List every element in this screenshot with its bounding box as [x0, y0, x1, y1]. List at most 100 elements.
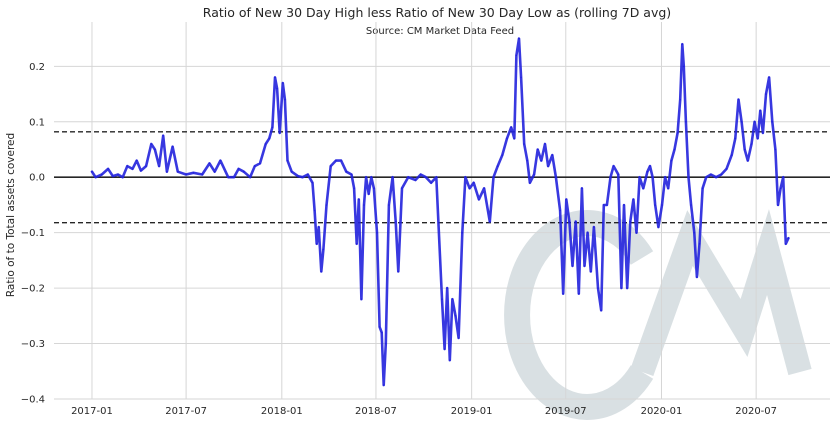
data-point — [382, 384, 385, 386]
data-point — [335, 159, 337, 162]
data-point — [435, 176, 438, 178]
data-point — [693, 231, 696, 234]
data-point — [642, 187, 645, 190]
data-point — [734, 137, 737, 140]
data-point — [720, 173, 723, 176]
x-tick-label: 2017-07 — [165, 406, 207, 417]
data-point — [451, 298, 454, 301]
data-point — [777, 204, 779, 206]
data-point — [274, 76, 276, 79]
data-point — [568, 220, 571, 223]
data-point — [562, 292, 564, 295]
data-point — [419, 173, 422, 176]
cm-watermark-logo — [504, 209, 812, 420]
data-point — [705, 176, 707, 178]
data-point — [311, 182, 314, 184]
data-point — [414, 179, 417, 181]
data-point — [227, 176, 229, 178]
x-tick-label: 2020-07 — [735, 406, 777, 417]
y-tick-label: −0.2 — [21, 284, 45, 295]
chart-title: Ratio of New 30 Day High less Ratio of N… — [203, 5, 671, 20]
data-point — [441, 298, 443, 301]
data-point — [690, 204, 692, 206]
data-point — [533, 173, 535, 176]
data-point — [177, 170, 179, 173]
data-point — [626, 287, 628, 289]
data-point — [320, 270, 323, 273]
data-point — [301, 176, 304, 178]
data-point — [297, 175, 299, 177]
data-point — [578, 292, 580, 295]
data-point — [635, 231, 638, 234]
data-point — [510, 126, 512, 129]
data-point — [140, 169, 142, 172]
data-point — [145, 165, 147, 167]
data-point — [670, 159, 673, 162]
data-point — [559, 209, 561, 212]
data-point — [518, 37, 520, 40]
data-point — [112, 175, 114, 177]
data-point — [307, 173, 309, 176]
data-point — [515, 54, 518, 57]
x-tick-labels: 2017-01 2017-07 2018-01 2018-07 2019-01 2019-… — [71, 406, 777, 417]
data-point — [756, 137, 759, 140]
data-point — [654, 204, 656, 206]
data-point — [472, 182, 475, 184]
data-point — [358, 198, 360, 201]
data-point — [623, 204, 625, 206]
data-point — [353, 187, 355, 190]
y-tick-label: −0.4 — [21, 395, 45, 406]
data-point — [121, 176, 124, 178]
data-point — [397, 270, 400, 273]
data-point — [425, 176, 427, 178]
reference-lines — [54, 131, 830, 224]
data-point — [747, 159, 749, 162]
data-point — [350, 173, 353, 176]
data-point — [687, 176, 690, 178]
data-point — [367, 193, 370, 195]
x-tick-label: 2019-07 — [545, 406, 587, 417]
data-point — [355, 243, 358, 245]
data-point — [603, 204, 605, 206]
data-point — [317, 226, 320, 228]
data-point — [617, 173, 620, 176]
data-point — [710, 173, 712, 176]
data-point — [681, 43, 684, 45]
data-point — [378, 326, 381, 328]
data-point — [520, 76, 522, 79]
data-point — [526, 159, 529, 162]
data-point — [513, 137, 516, 140]
data-point — [449, 359, 451, 362]
data-point — [166, 170, 168, 173]
data-point — [237, 168, 240, 170]
data-point — [638, 176, 641, 178]
data-point — [581, 187, 583, 190]
data-point — [661, 204, 663, 206]
data-point — [785, 243, 787, 245]
data-point — [135, 159, 138, 162]
x-tick-label: 2018-01 — [261, 406, 303, 417]
data-point — [555, 176, 557, 178]
data-point — [126, 165, 129, 167]
data-point — [185, 173, 187, 176]
data-point — [430, 182, 432, 184]
data-point — [107, 168, 109, 170]
data-point — [547, 165, 549, 167]
data-point — [646, 170, 649, 173]
data-point — [315, 243, 318, 245]
chart-subtitle: Source: CM Market Data Feed — [366, 26, 514, 37]
data-point — [612, 165, 615, 167]
data-point — [264, 143, 267, 145]
data-point — [679, 98, 681, 101]
data-point — [565, 198, 568, 201]
data-point — [683, 65, 685, 68]
data-point — [394, 220, 397, 223]
x-tick-label: 2020-01 — [641, 406, 683, 417]
y-tick-label: 0.2 — [29, 62, 45, 73]
data-point — [762, 132, 764, 134]
data-point — [632, 198, 635, 201]
data-point — [282, 82, 284, 84]
data-point — [685, 121, 687, 123]
data-point — [192, 172, 195, 174]
data-point — [506, 137, 508, 140]
